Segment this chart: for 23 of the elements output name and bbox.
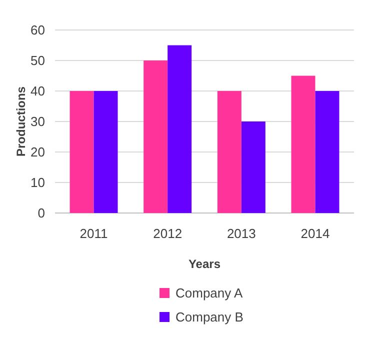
bar — [168, 45, 192, 213]
bar — [217, 91, 242, 213]
bar — [70, 91, 94, 213]
y-tick-label: 50 — [30, 53, 45, 68]
bar — [315, 91, 340, 213]
x-tick-label: 2011 — [80, 226, 108, 241]
legend-label: Company A — [176, 286, 244, 301]
y-tick-label: 60 — [30, 22, 45, 38]
x-axis-title: Years — [188, 257, 221, 271]
y-tick-label: 10 — [30, 175, 45, 190]
x-tick-label: 2013 — [226, 226, 256, 241]
bar — [241, 122, 266, 213]
bar — [144, 60, 168, 213]
x-tick-label: 2014 — [300, 226, 330, 241]
legend-label: Company B — [176, 310, 244, 325]
x-tick-label: 2012 — [153, 226, 182, 241]
bar — [291, 76, 316, 213]
y-tick-label: 40 — [30, 84, 45, 99]
y-tick-label: 0 — [38, 206, 45, 221]
y-tick-label: 30 — [30, 114, 45, 130]
bar — [94, 91, 118, 213]
y-tick-label: 20 — [30, 144, 45, 160]
y-axis-title: Productions — [14, 86, 28, 157]
